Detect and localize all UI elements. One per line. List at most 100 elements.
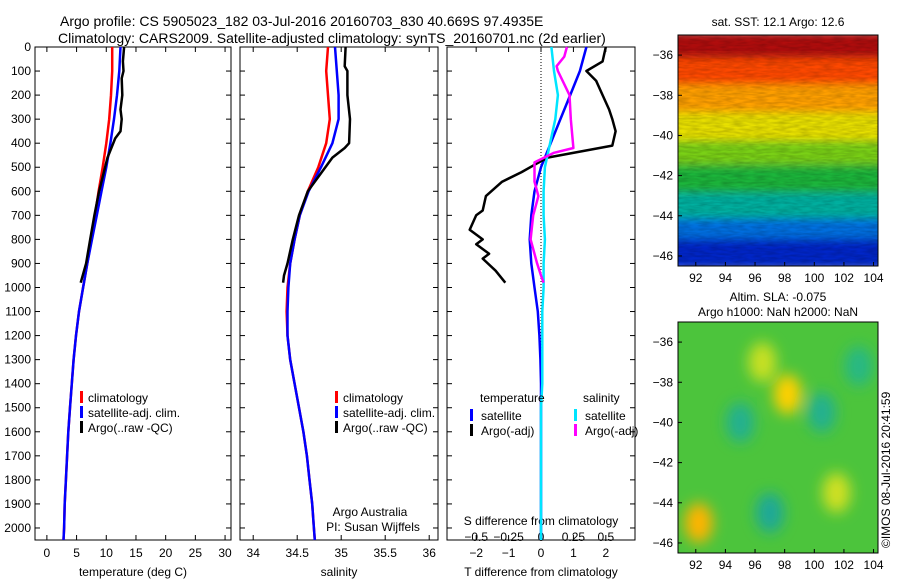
diff-series-satellite — [539, 46, 560, 540]
sal-series-satellite-adj-clim — [286, 46, 340, 541]
sla-lat-tick-label: −46 — [653, 536, 674, 550]
depth-tick-label: 200 — [11, 88, 31, 102]
imos-credit: ©IMOS 08-Jul-2016 20:41:59 — [879, 391, 893, 548]
depth-tick-label: 1300 — [4, 353, 31, 367]
difference-profile-panel: −2 −1 0 1 2 T difference from climatology −0.5… — [446, 46, 638, 579]
sla-lon-tick-label: 102 — [834, 558, 854, 572]
sdiff-tick-label: −0.5 — [464, 530, 488, 544]
sal-legend-swatch — [335, 391, 338, 403]
sla-subtitle: Argo h1000: NaN h2000: NaN — [698, 305, 858, 319]
sal-plot-frame — [239, 46, 439, 541]
sla-frame — [677, 321, 879, 554]
legend-title-temperature: temperature — [480, 391, 545, 405]
sal-legend-label: climatology — [343, 391, 403, 405]
sla-lon-tick-label: 100 — [804, 558, 824, 572]
diff-xtick-label: 2 — [602, 546, 609, 560]
sla-lon-tick-label: 96 — [748, 558, 762, 572]
sla-lon-tick-label: 92 — [689, 558, 703, 572]
sdiff-tick-label: 0.25 — [562, 530, 586, 544]
temp-legend-swatch — [80, 421, 83, 433]
sla-anomaly-high — [684, 502, 713, 543]
temperature-profile-panel: 0100200300400500600700800900100011001200… — [4, 40, 232, 579]
diff-xtick-label: −2 — [469, 546, 483, 560]
temp-series-argo-raw-qc — [79, 46, 126, 284]
sst-lon-tick-label: 92 — [689, 271, 703, 285]
temp-series-satellite-adj-clim — [62, 46, 122, 541]
depth-tick-label: 1500 — [4, 401, 31, 415]
diff-legend-label: Argo(-adj) — [585, 424, 638, 438]
sla-anomaly-low — [807, 392, 836, 433]
diff-xtick-label: −1 — [502, 546, 516, 560]
sla-lon-tick-label: 104 — [864, 558, 884, 572]
credit-agency: Argo Australia — [333, 505, 408, 519]
depth-tick-label: 1900 — [4, 497, 31, 511]
temp-xtick-label: 0 — [44, 546, 51, 560]
sla-map-panel: 92 94 96 98 100 102 104 −36 −38 −40 −42 −44 −46 Altim… — [653, 290, 884, 572]
sal-legend-label: satellite-adj. clim. — [343, 406, 435, 420]
diff-xtick-label: 0 — [538, 546, 545, 560]
temp-xtick-label: 20 — [159, 546, 173, 560]
temp-plot-frame — [34, 46, 232, 541]
sst-lat-tick-label: −44 — [653, 209, 674, 223]
depth-tick-label: 1600 — [4, 425, 31, 439]
temp-legend-label: Argo(..raw -QC) — [88, 421, 173, 435]
sst-lon-tick-label: 98 — [778, 271, 792, 285]
sal-legend-swatch — [335, 406, 338, 418]
sla-lat-tick-label: −40 — [653, 415, 674, 429]
depth-tick-label: 700 — [11, 208, 31, 222]
sst-lon-tick-label: 104 — [864, 271, 884, 285]
depth-tick-label: 1800 — [4, 473, 31, 487]
diff-series-argo-adj — [529, 46, 575, 284]
sst-lat-tick-label: −46 — [653, 249, 674, 263]
diff-legend-swatch — [574, 409, 577, 421]
depth-tick-label: 1700 — [4, 449, 31, 463]
credit-pi: PI: Susan Wijffels — [326, 520, 420, 534]
sst-title: sat. SST: 12.1 Argo: 12.6 — [712, 15, 845, 29]
sla-lat-tick-label: −42 — [653, 456, 674, 470]
sst-lon-tick-label: 100 — [804, 271, 824, 285]
diff-legend-swatch — [470, 409, 473, 421]
sal-xtick-label: 34 — [247, 546, 261, 560]
diff-series-argo-adj — [468, 46, 617, 284]
diff-series-satellite — [528, 46, 588, 540]
temp-xtick-label: 25 — [189, 546, 203, 560]
header-line-1: Argo profile: CS 5905023_182 03-Jul-2016… — [60, 13, 543, 29]
diff-legend-swatch — [574, 424, 577, 436]
temp-series-climatology — [62, 47, 114, 541]
sdiff-tick-label: 0.5 — [597, 530, 614, 544]
sla-anomaly-high — [773, 374, 802, 415]
sst-lat-tick-label: −42 — [653, 169, 674, 183]
sla-anomaly-low — [844, 346, 873, 387]
depth-tick-label: 1400 — [4, 377, 31, 391]
sal-xlabel: salinity — [321, 565, 358, 579]
depth-tick-label: 300 — [11, 112, 31, 126]
depth-tick-label: 100 — [11, 64, 31, 78]
temp-legend-label: climatology — [88, 391, 148, 405]
diff-legend-label: satellite — [585, 409, 626, 423]
temp-legend-swatch — [80, 391, 83, 403]
depth-tick-label: 1000 — [4, 280, 31, 294]
depth-tick-label: 500 — [11, 160, 31, 174]
sla-lat-tick-label: −36 — [653, 335, 674, 349]
sal-xtick-label: 35 — [335, 546, 349, 560]
sla-anomaly-high — [822, 472, 851, 513]
sal-xtick-label: 34.5 — [286, 546, 310, 560]
sla-title: Altim. SLA: -0.075 — [730, 290, 827, 304]
sal-xtick-label: 36 — [423, 546, 437, 560]
sst-lon-tick-label: 96 — [748, 271, 762, 285]
legend-title-salinity: salinity — [583, 391, 620, 405]
temp-xtick-label: 30 — [218, 546, 232, 560]
sla-heatmap — [678, 322, 878, 553]
depth-tick-label: 1200 — [4, 329, 31, 343]
sal-legend-swatch — [335, 421, 338, 433]
depth-tick-label: 400 — [11, 136, 31, 150]
depth-tick-label: 2000 — [4, 521, 31, 535]
sdiff-tick-label: −0.25 — [493, 530, 524, 544]
sst-lat-tick-label: −36 — [653, 48, 674, 62]
salinity-profile-panel: 34 34.5 35 35.5 36 salinity climatologysatelli… — [239, 46, 439, 579]
temp-xlabel: temperature (deg C) — [79, 565, 187, 579]
temp-xtick-label: 10 — [100, 546, 114, 560]
temp-xtick-label: 5 — [73, 546, 80, 560]
sst-heatmap — [678, 35, 878, 266]
